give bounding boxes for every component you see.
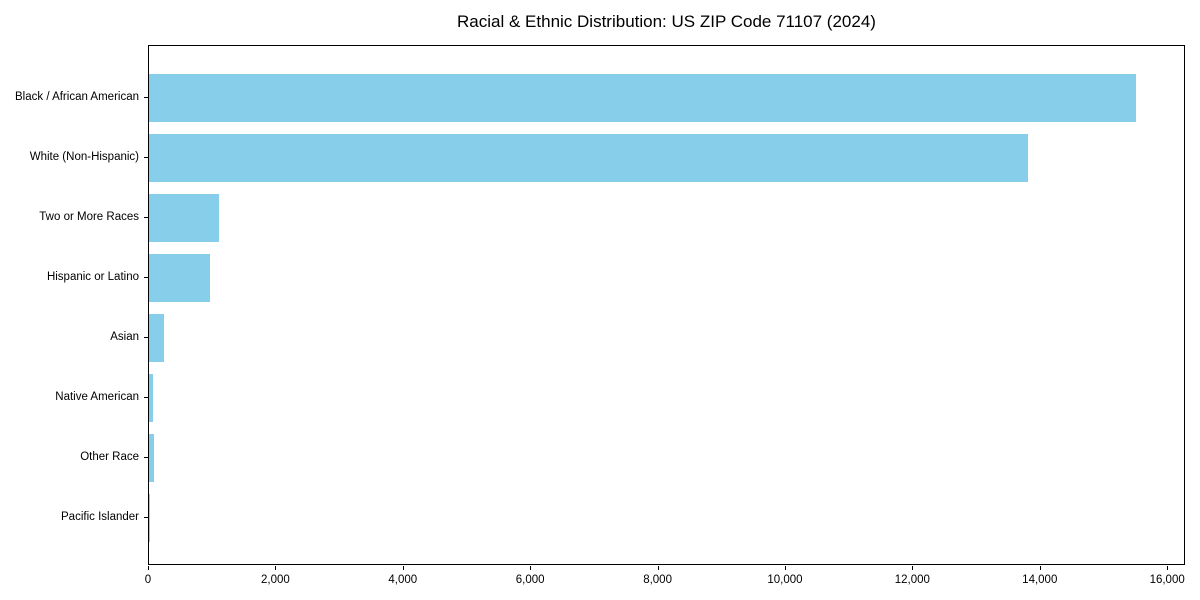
y-tick-mark (144, 397, 148, 398)
x-tick-label: 8,000 (643, 574, 672, 586)
y-tick-mark (144, 277, 148, 278)
y-tick-label: White (Non-Hispanic) (29, 151, 139, 163)
x-tick-label: 4,000 (388, 574, 418, 586)
x-tick-mark (530, 566, 532, 570)
x-tick-mark (275, 566, 277, 570)
y-tick-label: Asian (110, 331, 139, 343)
x-tick-mark (657, 566, 659, 570)
x-tick-label: 16,000 (1149, 574, 1185, 586)
bar (149, 74, 1137, 122)
bar (149, 254, 210, 302)
y-tick-label: Black / African American (15, 91, 139, 103)
x-tick-label: 14,000 (1022, 574, 1058, 586)
y-tick-label: Pacific Islander (61, 511, 139, 523)
chart-title: Racial & Ethnic Distribution: US ZIP Cod… (457, 12, 876, 31)
x-tick-mark (1039, 566, 1041, 570)
y-tick-mark (144, 157, 148, 158)
y-tick-label: Other Race (80, 451, 139, 463)
x-tick-label: 10,000 (767, 574, 803, 586)
x-tick-mark (402, 566, 404, 570)
x-tick-mark (912, 566, 914, 570)
x-tick-label: 6,000 (515, 574, 545, 586)
y-tick-mark (144, 97, 148, 98)
x-tick-label: 0 (144, 574, 152, 586)
x-tick-mark (148, 566, 149, 570)
bar (149, 194, 220, 242)
y-tick-mark (144, 457, 148, 458)
bar (149, 494, 150, 542)
bar (149, 374, 154, 422)
bar (149, 314, 164, 362)
x-tick-mark (784, 566, 786, 570)
x-tick-mark (1167, 566, 1169, 570)
plot-area (148, 45, 1185, 565)
y-tick-mark (144, 517, 148, 518)
y-tick-mark (144, 337, 148, 338)
x-tick-label: 12,000 (894, 574, 930, 586)
bar (149, 134, 1029, 182)
y-tick-label: Hispanic or Latino (46, 271, 139, 283)
y-tick-label: Two or More Races (39, 211, 139, 223)
x-tick-label: 2,000 (261, 574, 290, 586)
y-tick-mark (144, 217, 148, 218)
bar (149, 434, 155, 482)
y-tick-label: Native American (55, 391, 139, 403)
